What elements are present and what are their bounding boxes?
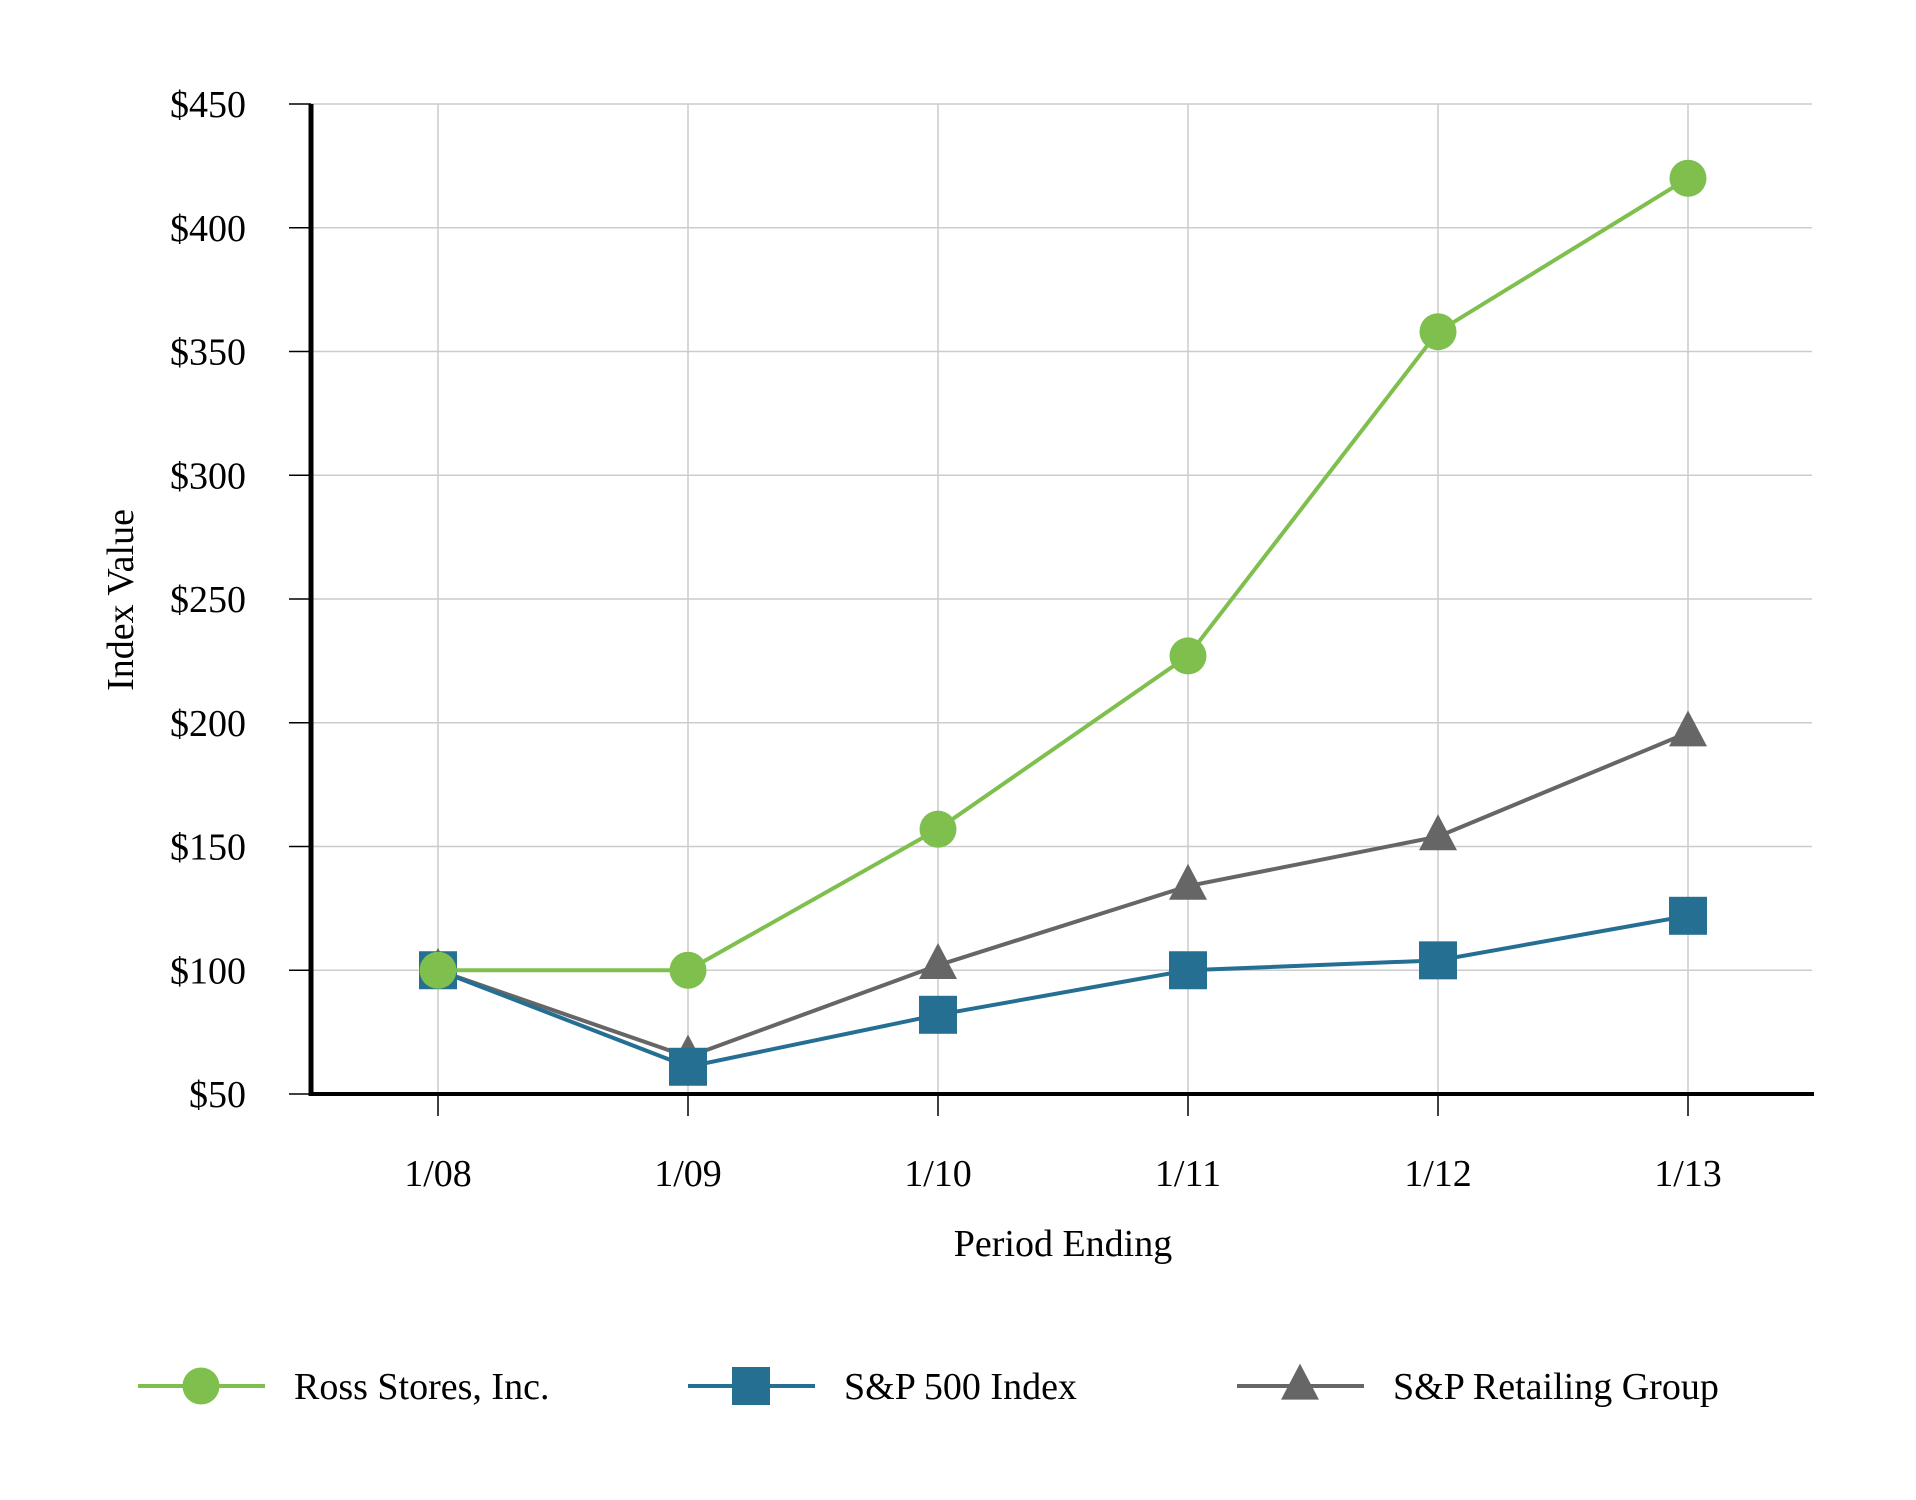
data-point-s-p-retailing-group [1169,863,1207,900]
gridlines [311,103,1812,1094]
series-ross-stores-inc [419,159,1707,989]
data-point-s-p-500-index [669,1047,707,1086]
y-tick-label: $350 [170,332,246,374]
data-point-ross-stores-inc [669,951,707,989]
data-point-s-p-500-index [1419,941,1457,980]
legend-circle-icon [182,1367,220,1405]
y-tick-label: $100 [170,950,246,992]
y-tick-label: $400 [170,208,246,250]
x-tick-label: 1/13 [1654,1153,1722,1195]
x-tick-label: 1/08 [404,1153,472,1195]
series-line-ross-stores-inc [438,176,1690,973]
legend-item-s-p-500-index: S&P 500 Index [688,1366,1077,1408]
data-point-ross-stores-inc [1169,637,1207,675]
legend: Ross Stores, Inc. S&P 500 Index S&P Retail… [138,1363,1719,1408]
x-tick-label: 1/10 [904,1153,972,1195]
legend-label: S&P 500 Index [844,1366,1077,1408]
y-tick-label: $150 [170,827,246,869]
data-point-s-p-retailing-group [1419,814,1457,851]
legend-triangle-icon [1281,1363,1319,1400]
x-tick-labels: 1/08 1/09 1/10 1/11 1/12 1/13 [404,1153,1722,1195]
x-tick-label: 1/09 [654,1153,722,1195]
data-point-ross-stores-inc [919,810,957,848]
data-point-ross-stores-inc [1419,313,1457,351]
y-tick-label: $300 [170,455,246,497]
x-axis-title: Period Ending [954,1223,1172,1265]
data-point-ross-stores-inc [419,951,457,989]
y-tick-labels: $50 $100 $150 $200 $250 $300 $350 $400 $450 [170,84,246,1116]
series-s-p-retailing-group [419,710,1707,1071]
y-tick-label: $200 [170,703,246,745]
series-line-s-p-retailing-group [437,730,1689,1059]
y-tick-label: $450 [170,84,246,126]
data-point-s-p-500-index [1669,896,1707,935]
legend-item-s-p-retailing-group: S&P Retailing Group [1237,1363,1719,1408]
series [419,159,1707,1086]
data-point-s-p-500-index [1169,951,1207,990]
y-tick-label: $50 [189,1074,246,1116]
legend-square-icon [732,1367,770,1405]
y-tick-label: $250 [170,579,246,621]
x-tick-label: 1/11 [1155,1153,1221,1195]
x-tick-label: 1/12 [1404,1153,1472,1195]
data-point-s-p-retailing-group [1669,710,1707,747]
data-point-s-p-retailing-group [919,942,957,979]
series-line-s-p-500-index [437,913,1689,1069]
data-point-ross-stores-inc [1669,159,1707,197]
y-axis-title: Index Value [100,509,142,691]
legend-label: S&P Retailing Group [1393,1366,1719,1408]
legend-item-ross-stores-inc: Ross Stores, Inc. [138,1366,549,1408]
axes [289,103,1814,1116]
legend-label: Ross Stores, Inc. [294,1366,549,1408]
data-point-s-p-500-index [919,995,957,1034]
